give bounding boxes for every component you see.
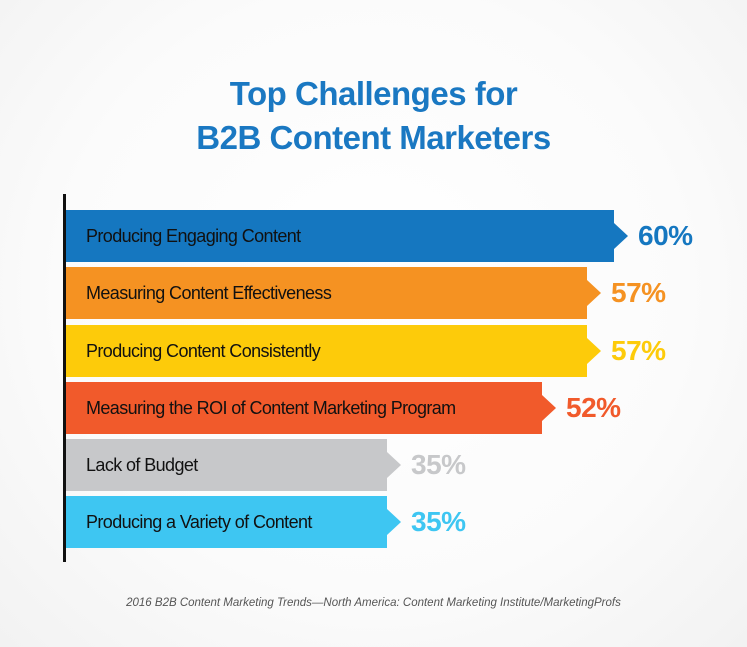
bar-arrow-tip [587,280,601,306]
bar-body [66,267,587,319]
chart-title-line-2: B2B Content Marketers [196,119,551,156]
bar-body [66,325,587,377]
bar-label: Producing a Variety of Content [86,512,312,532]
bar-label: Measuring Content Effectiveness [86,283,332,303]
bar-body [66,439,387,491]
bar-value: 57% [611,277,666,308]
bar-body [66,210,614,262]
y-axis-line [63,194,66,562]
bar-label: Measuring the ROI of Content Marketing P… [86,398,456,418]
bar-value: 52% [566,392,621,423]
bar-body [66,496,387,548]
bar-arrow-tip [387,509,401,535]
chart-title: Top Challenges for B2B Content Marketers [0,72,747,160]
bar-label: Producing Engaging Content [86,226,301,246]
bar-body [66,382,542,434]
bar-value: 35% [411,506,466,537]
chart-title-line-1: Top Challenges for [229,75,518,112]
source-citation: 2016 B2B Content Marketing Trends—North … [126,597,621,609]
bar-arrow-tip [387,452,401,478]
bar-value: 35% [411,449,466,480]
bar-arrow-tip [614,223,628,249]
bar-value: 60% [638,220,693,251]
bar-label: Producing Content Consistently [86,341,321,361]
bar-label: Lack of Budget [86,455,198,475]
bar-arrow-tip [587,338,601,364]
bar-value: 57% [611,335,666,366]
bar-arrow-tip [542,395,556,421]
